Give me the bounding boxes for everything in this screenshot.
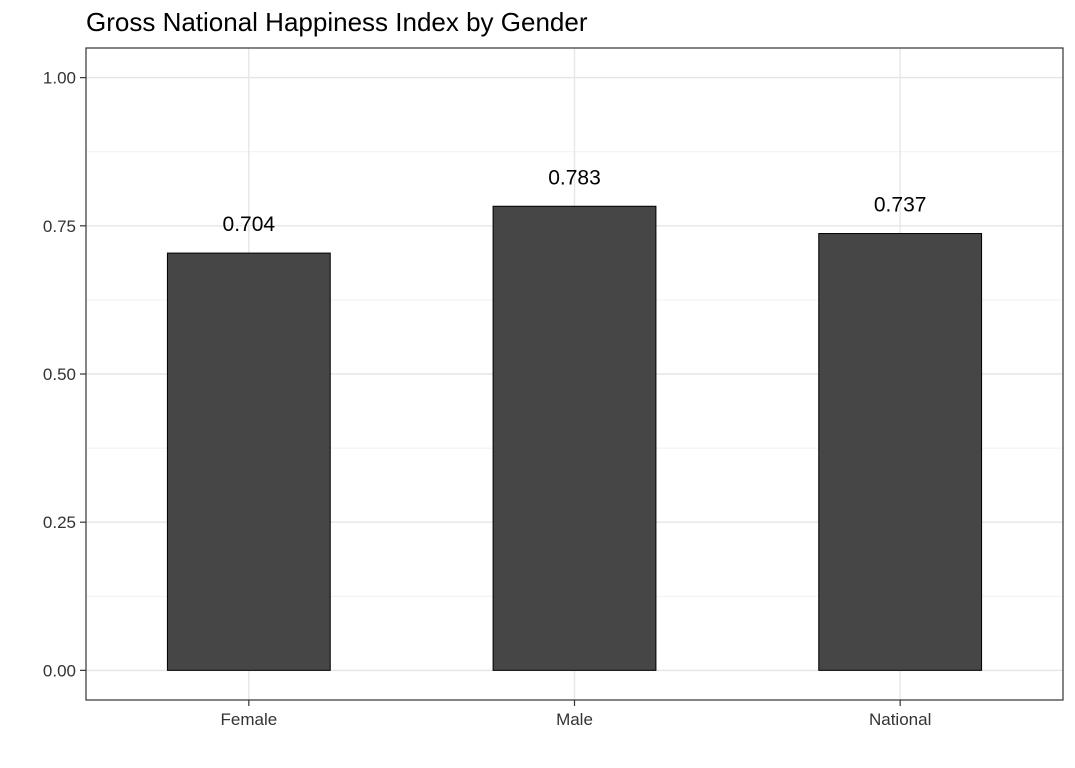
bar-national: [818, 233, 983, 671]
chart-title: Gross National Happiness Index by Gender: [86, 7, 588, 37]
bar-female: [166, 252, 331, 671]
y-tick-label: 0.00: [43, 661, 76, 680]
x-tick-label: National: [869, 710, 931, 729]
y-tick-label: 1.00: [43, 69, 76, 88]
data-label-male: 0.783: [548, 166, 601, 189]
axes: 0.00 0.25 0.50 0.75 1.00 Female Male National: [43, 69, 931, 729]
bar-male: [492, 205, 657, 671]
y-tick-label: 0.50: [43, 365, 76, 384]
y-tick-label: 0.25: [43, 513, 76, 532]
x-tick-label: Female: [220, 710, 277, 729]
data-label-national: 0.737: [874, 194, 927, 217]
data-label-female: 0.704: [223, 213, 276, 236]
bars: [166, 205, 983, 671]
data-labels: 0.704 0.783 0.737: [223, 166, 927, 236]
y-tick-label: 0.75: [43, 217, 76, 236]
x-tick-label: Male: [556, 710, 593, 729]
